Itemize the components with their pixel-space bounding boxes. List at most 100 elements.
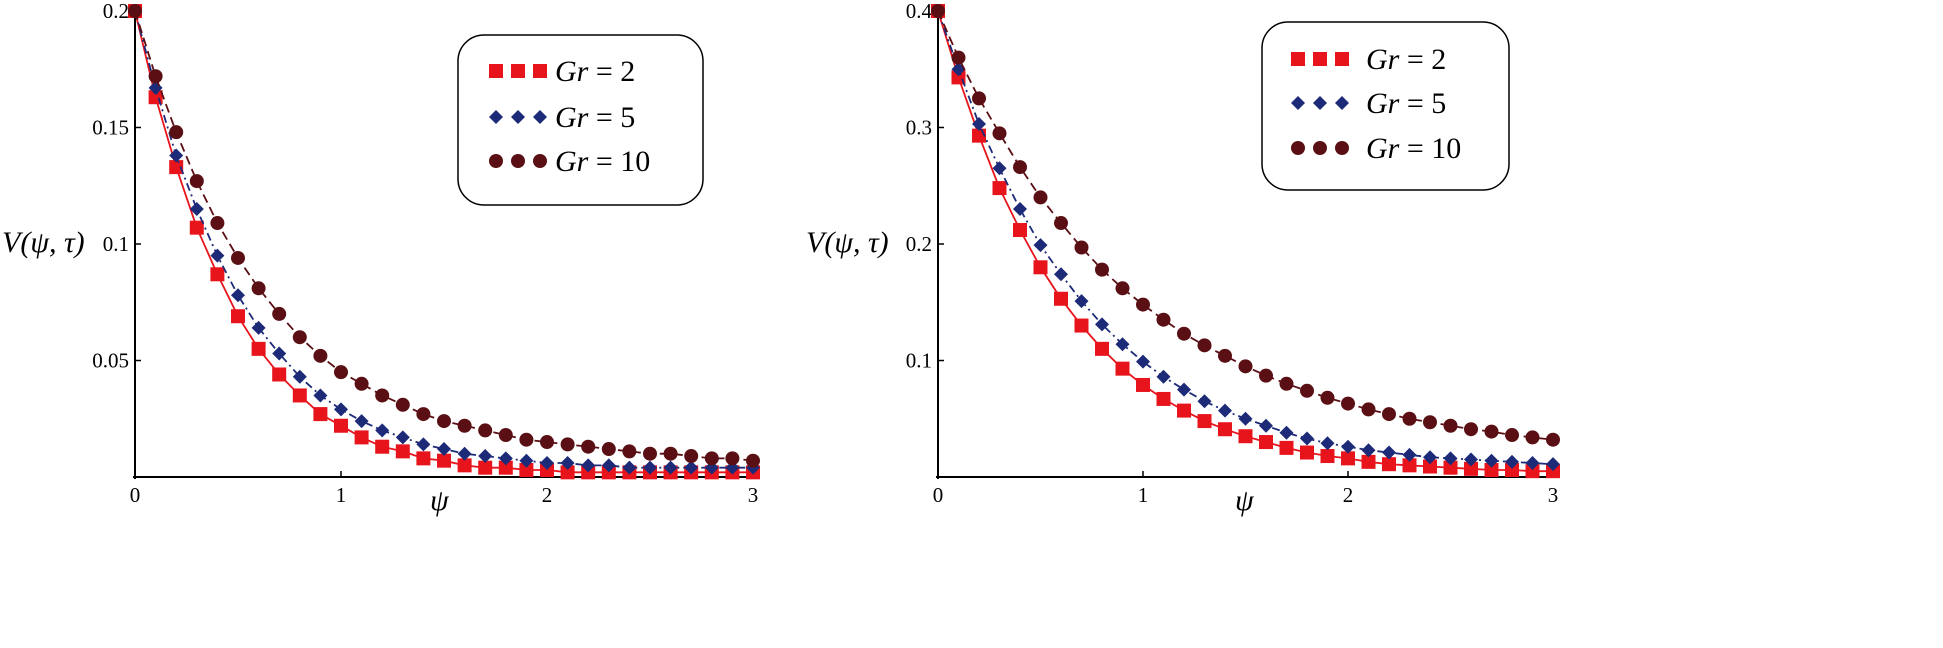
data-point bbox=[478, 423, 493, 438]
data-point bbox=[395, 444, 410, 459]
data-point bbox=[1156, 312, 1171, 327]
data-point bbox=[1013, 202, 1027, 217]
data-point bbox=[478, 449, 493, 464]
data-point bbox=[1197, 338, 1212, 353]
data-point bbox=[1484, 424, 1499, 439]
data-point bbox=[560, 456, 575, 471]
series-gr-10 bbox=[931, 4, 1560, 447]
data-point bbox=[416, 437, 431, 452]
data-point bbox=[1033, 260, 1048, 275]
data-point bbox=[684, 460, 699, 475]
data-point bbox=[1136, 377, 1150, 392]
series-gr-2 bbox=[931, 4, 1560, 479]
y-tick-label: 0.3 bbox=[906, 116, 932, 140]
data-point bbox=[1402, 411, 1417, 426]
x-tick-label: 1 bbox=[1138, 483, 1149, 507]
data-point bbox=[416, 407, 431, 422]
data-point bbox=[292, 388, 307, 403]
data-point bbox=[1279, 425, 1294, 440]
data-point bbox=[1156, 369, 1171, 384]
data-point bbox=[622, 460, 637, 475]
data-point bbox=[1484, 463, 1499, 478]
y-tick-label: 0.1 bbox=[906, 349, 932, 373]
y-tick-label: 0.2 bbox=[906, 232, 932, 256]
data-point bbox=[272, 367, 287, 382]
legend-marker bbox=[511, 154, 525, 168]
data-point bbox=[1341, 451, 1355, 466]
data-point bbox=[1218, 348, 1232, 363]
data-point bbox=[231, 250, 245, 265]
data-point bbox=[313, 388, 328, 403]
legend-label: Gr = 10 bbox=[555, 145, 650, 178]
legend-marker bbox=[1291, 141, 1305, 155]
data-point bbox=[1238, 411, 1253, 426]
data-point bbox=[169, 160, 184, 175]
data-point bbox=[519, 432, 534, 447]
data-point bbox=[1136, 297, 1150, 312]
data-point bbox=[231, 288, 245, 303]
data-point bbox=[1443, 418, 1458, 433]
data-point bbox=[581, 439, 596, 454]
data-point bbox=[1095, 317, 1109, 332]
data-point bbox=[457, 418, 472, 433]
data-point bbox=[437, 442, 451, 457]
data-point bbox=[313, 348, 328, 363]
y-tick-label: 0.2 bbox=[103, 0, 129, 23]
data-point bbox=[1423, 459, 1437, 474]
legend-label: Gr = 2 bbox=[1366, 43, 1446, 76]
data-point bbox=[1443, 451, 1458, 466]
data-point bbox=[169, 125, 184, 140]
data-point bbox=[992, 126, 1007, 141]
y-axis-label: V(ψ, τ) bbox=[806, 226, 889, 259]
legend-marker bbox=[489, 110, 503, 124]
legend-marker bbox=[1313, 52, 1327, 66]
data-point bbox=[334, 365, 348, 380]
legend-marker bbox=[1313, 141, 1327, 155]
y-tick-label: 0.1 bbox=[103, 232, 129, 256]
y-tick-label: 0.05 bbox=[92, 349, 129, 373]
legend-marker bbox=[533, 154, 547, 168]
data-point bbox=[540, 456, 554, 471]
data-point bbox=[746, 453, 760, 468]
data-point bbox=[1402, 447, 1417, 462]
data-point bbox=[931, 4, 945, 18]
data-point bbox=[395, 430, 410, 445]
data-point bbox=[1279, 376, 1294, 391]
data-point bbox=[1382, 445, 1396, 460]
data-point bbox=[1177, 382, 1191, 397]
data-point bbox=[581, 458, 596, 473]
data-point bbox=[498, 428, 513, 443]
data-point bbox=[1054, 291, 1068, 306]
data-point bbox=[292, 369, 307, 384]
data-point bbox=[1382, 407, 1396, 422]
legend-marker bbox=[1313, 96, 1327, 110]
data-point bbox=[292, 330, 307, 345]
data-point bbox=[416, 451, 431, 466]
data-point bbox=[1423, 415, 1437, 430]
data-point bbox=[498, 451, 513, 466]
data-point bbox=[1115, 281, 1130, 296]
data-point bbox=[643, 460, 657, 475]
data-point bbox=[1177, 326, 1191, 341]
y-axis-label: V(ψ, τ) bbox=[2, 226, 85, 259]
data-point bbox=[1300, 445, 1314, 460]
panel-2: 0 1 2 30.10.20.30.4V(ψ, τ)ψGr = 2Gr = 5Gr =… bbox=[806, 0, 1560, 517]
data-point bbox=[1320, 390, 1335, 405]
data-point bbox=[560, 437, 575, 452]
data-point bbox=[251, 341, 266, 356]
x-tick-label: 3 bbox=[748, 483, 759, 507]
data-point bbox=[1464, 461, 1478, 476]
data-point bbox=[169, 148, 184, 163]
data-point bbox=[354, 414, 369, 429]
data-point bbox=[684, 449, 699, 464]
data-point bbox=[1525, 464, 1540, 479]
data-point bbox=[1197, 394, 1212, 409]
data-point bbox=[1505, 454, 1519, 469]
data-point bbox=[519, 463, 534, 478]
data-point bbox=[1238, 359, 1253, 374]
data-point bbox=[1423, 450, 1437, 465]
legend-label: Gr = 2 bbox=[555, 55, 635, 88]
data-point bbox=[1259, 435, 1273, 450]
data-point bbox=[457, 446, 472, 461]
data-point bbox=[1095, 262, 1109, 277]
